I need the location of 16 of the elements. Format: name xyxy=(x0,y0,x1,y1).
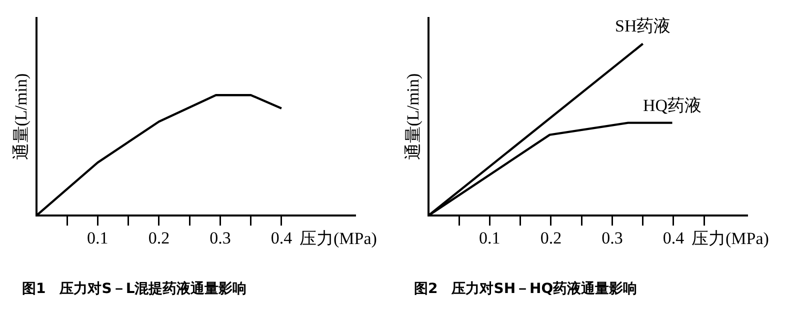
x-tick-label: 0.1 xyxy=(87,228,108,248)
x-tick-label: 0.3 xyxy=(602,228,623,248)
x-tick-label: 0.4 xyxy=(662,228,685,248)
series-label: SH药液 xyxy=(614,16,671,36)
x-tick-label: 0.1 xyxy=(479,228,500,248)
x-tick-label: 0.3 xyxy=(210,228,231,248)
x-axis-title: 压力(MPa) xyxy=(299,229,377,248)
y-axis-title: 通量(L/min) xyxy=(12,73,31,160)
x-tick-label: 0.2 xyxy=(540,228,562,248)
text: 图2 压力对SH－HQ药液通量影响 xyxy=(413,280,638,298)
x-axis-title: 压力(MPa) xyxy=(691,229,769,248)
x-tick-label: 0.2 xyxy=(148,228,170,248)
y-axis-title: 通量(L/min) xyxy=(404,73,423,160)
text: 图1 压力对S－L混提药液通量影响 xyxy=(21,280,248,298)
series-label: HQ药液 xyxy=(642,96,702,115)
x-tick-label: 0.4 xyxy=(270,228,293,248)
